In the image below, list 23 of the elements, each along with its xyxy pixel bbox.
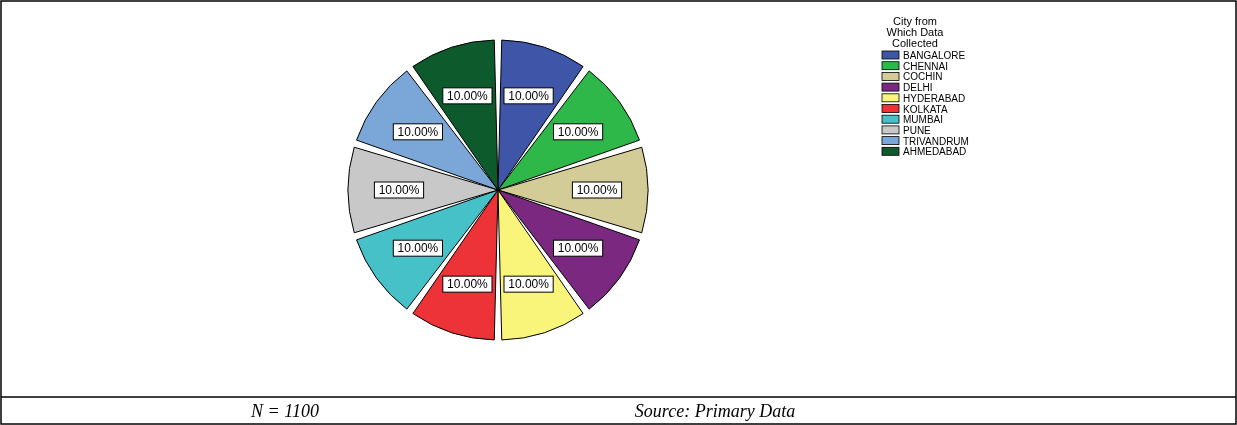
data-label: 10.00% xyxy=(557,124,599,139)
data-label: 10.00% xyxy=(447,88,489,103)
data-label: 10.00% xyxy=(508,277,550,292)
legend-label: AHMEDABAD xyxy=(903,146,967,158)
data-label: 10.00% xyxy=(397,241,439,256)
source-note: Source: Primary Data xyxy=(634,401,796,421)
legend-label: BANGALORE xyxy=(903,50,966,61)
data-label: 10.00% xyxy=(378,183,420,197)
legend-label: KOLKATA xyxy=(903,103,948,115)
legend-label: PUNE xyxy=(903,124,932,136)
legend-label: COCHIN xyxy=(903,71,943,83)
data-label: 10.00% xyxy=(447,277,489,292)
legend-title: City from Which Data Collected xyxy=(886,15,945,49)
data-label: 10.00% xyxy=(397,124,439,139)
legend-label: DELHI xyxy=(903,82,933,94)
legend-label: MUMBAI xyxy=(903,114,943,126)
legend-label: HYDERABAD xyxy=(903,92,966,104)
legend-label: TRIVANDRUM xyxy=(903,135,969,147)
data-label: 10.00% xyxy=(576,183,618,197)
data-label: 10.00% xyxy=(508,88,550,103)
data-label: 10.00% xyxy=(557,241,599,256)
legend-label: CHENNAI xyxy=(903,60,949,72)
text: N = 1100 xyxy=(250,401,319,421)
